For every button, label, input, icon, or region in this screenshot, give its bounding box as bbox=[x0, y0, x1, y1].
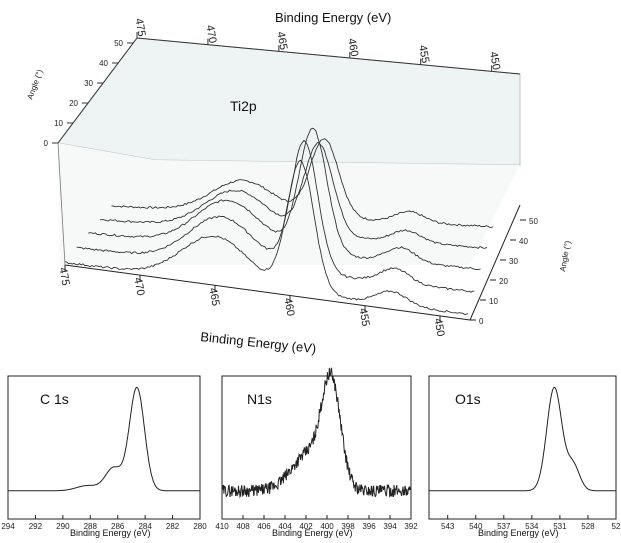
ti2p-back-ztick-label: 30 bbox=[84, 79, 93, 88]
o1s-frame bbox=[428, 375, 617, 520]
ti2p-series-line bbox=[99, 141, 488, 249]
ti2p-front-ztick-label: 40 bbox=[519, 237, 528, 246]
ti2p-back-ztick-label: 40 bbox=[99, 59, 108, 68]
ti2p-back-wall bbox=[57, 37, 521, 265]
n1s-xtick-label: 396 bbox=[362, 522, 376, 531]
ti2p-back-ztick-label: 20 bbox=[69, 99, 78, 108]
ti2p-axes: 475 470 465 460 455 450 0 10 20 30 40 50 bbox=[56, 142, 538, 337]
ti2p-back-xtick-label: 455 bbox=[416, 44, 431, 64]
ti2p-series bbox=[64, 127, 494, 315]
c1s-xlabel: Binding Energy (eV) bbox=[70, 528, 151, 538]
ti2p-front-xtick-label: 465 bbox=[206, 287, 221, 307]
o1s-xtick-label: 52 bbox=[612, 522, 621, 531]
o1s-series-line bbox=[429, 386, 616, 492]
n1s-xtick-label: 406 bbox=[257, 522, 271, 531]
ti2p-back-xtick-label: 470 bbox=[203, 24, 218, 44]
o1s-xtick-label: 528 bbox=[581, 522, 595, 531]
n1s-frame bbox=[221, 375, 412, 520]
ti2p-back-ztick-label: 10 bbox=[54, 119, 63, 128]
ti2p-front-xtick-label: 460 bbox=[281, 297, 296, 317]
n1s-xtick-label: 408 bbox=[236, 522, 250, 531]
ti2p-front-ztick-label: 50 bbox=[529, 217, 538, 226]
ti2p-front-xtick-label: 450 bbox=[431, 317, 446, 337]
c1s-frame bbox=[7, 375, 201, 520]
ti2p-back-grid: 0 10 20 30 40 50 475 470 465 460 455 450 bbox=[44, 17, 521, 148]
ti2p-title: Ti2p bbox=[230, 98, 257, 114]
ti2p-back-zlabel: Angle (°) bbox=[25, 68, 44, 101]
c1s-xtick-label: 286 bbox=[111, 522, 125, 531]
ti2p-back-zaxis bbox=[57, 37, 138, 144]
ti2p-series-line bbox=[64, 159, 469, 315]
c1s-xtick-label: 284 bbox=[138, 522, 152, 531]
ti2p-back-xtick-label: 460 bbox=[345, 37, 360, 57]
n1s-series-line bbox=[221, 367, 411, 499]
n1s-xtick-label: 402 bbox=[299, 522, 313, 531]
ti2p-back-ztick-label: 0 bbox=[44, 139, 49, 148]
ti2p-back-xaxis bbox=[136, 37, 521, 75]
c1s-xtick-label: 292 bbox=[29, 522, 43, 531]
ti2p-front-xaxis bbox=[64, 264, 471, 321]
c1s-xtick-label: 290 bbox=[56, 522, 70, 531]
ti2p-back-xtick-label: 450 bbox=[487, 51, 502, 71]
c1s-xtick-label: 294 bbox=[1, 522, 15, 531]
o1s-xtick-label: 537 bbox=[497, 522, 511, 531]
ti2p-front-zlabel: Angle (°) bbox=[558, 240, 572, 273]
ti2p-front-xlabel: Binding Energy (eV) bbox=[200, 329, 317, 356]
n1s-panel: 410 408 406 404 402 400 398 396 394 392 bbox=[215, 367, 418, 531]
c1s-xtick-label: 282 bbox=[166, 522, 180, 531]
o1s-title: O1s bbox=[455, 391, 481, 407]
n1s-xtick-label: 404 bbox=[278, 522, 292, 531]
ti2p-front-ztick-label: 20 bbox=[499, 277, 508, 286]
c1s-title: C 1s bbox=[40, 391, 69, 407]
ti2p-front-xtick-label: 455 bbox=[356, 307, 371, 327]
ti2p-back-xlabel: Binding Energy (eV) bbox=[275, 10, 391, 25]
ti2p-front-ztick-label: 0 bbox=[479, 317, 484, 326]
c1s-panel: 294 292 290 288 286 284 282 280 bbox=[1, 375, 207, 531]
ti2p-front-ztick-label: 30 bbox=[509, 257, 518, 266]
n1s-xtick-label: 394 bbox=[383, 522, 397, 531]
ti2p-front-xtick-label: 475 bbox=[56, 266, 71, 286]
ti2p-series-line bbox=[88, 127, 481, 270]
o1s-xtick-label: 540 bbox=[469, 522, 483, 531]
c1s-xtick-label: 280 bbox=[193, 522, 207, 531]
o1s-xtick-label: 543 bbox=[441, 522, 455, 531]
ti2p-front-zaxis bbox=[469, 204, 521, 321]
ti2p-back-ztick-label: 50 bbox=[114, 39, 123, 48]
ti2p-back-xtick-label: 475 bbox=[132, 17, 147, 37]
n1s-xtick-label: 398 bbox=[341, 522, 355, 531]
n1s-xtick-label: 400 bbox=[320, 522, 334, 531]
ti2p-front-ztick-label: 10 bbox=[489, 297, 498, 306]
o1s-xtick-label: 534 bbox=[525, 522, 539, 531]
c1s-xtick-label: 288 bbox=[84, 522, 98, 531]
n1s-xlabel: Binding Energy (eV) bbox=[272, 528, 353, 538]
n1s-xtick-label: 392 bbox=[404, 522, 418, 531]
n1s-xtick-label: 410 bbox=[215, 522, 229, 531]
n1s-title: N1s bbox=[247, 391, 272, 407]
ti2p-series-line bbox=[111, 138, 494, 228]
ti2p-front-xtick-label: 470 bbox=[131, 277, 146, 297]
o1s-xtick-label: 531 bbox=[553, 522, 567, 531]
o1s-panel: 543 540 537 534 531 528 52 bbox=[428, 375, 621, 531]
ti2p-left-edge bbox=[57, 142, 66, 266]
o1s-xlabel: Binding Energy (eV) bbox=[478, 528, 559, 538]
c1s-series-line bbox=[8, 386, 200, 492]
ti2p-back-xtick-label: 465 bbox=[274, 31, 289, 51]
ti2p-series-line bbox=[76, 139, 475, 293]
